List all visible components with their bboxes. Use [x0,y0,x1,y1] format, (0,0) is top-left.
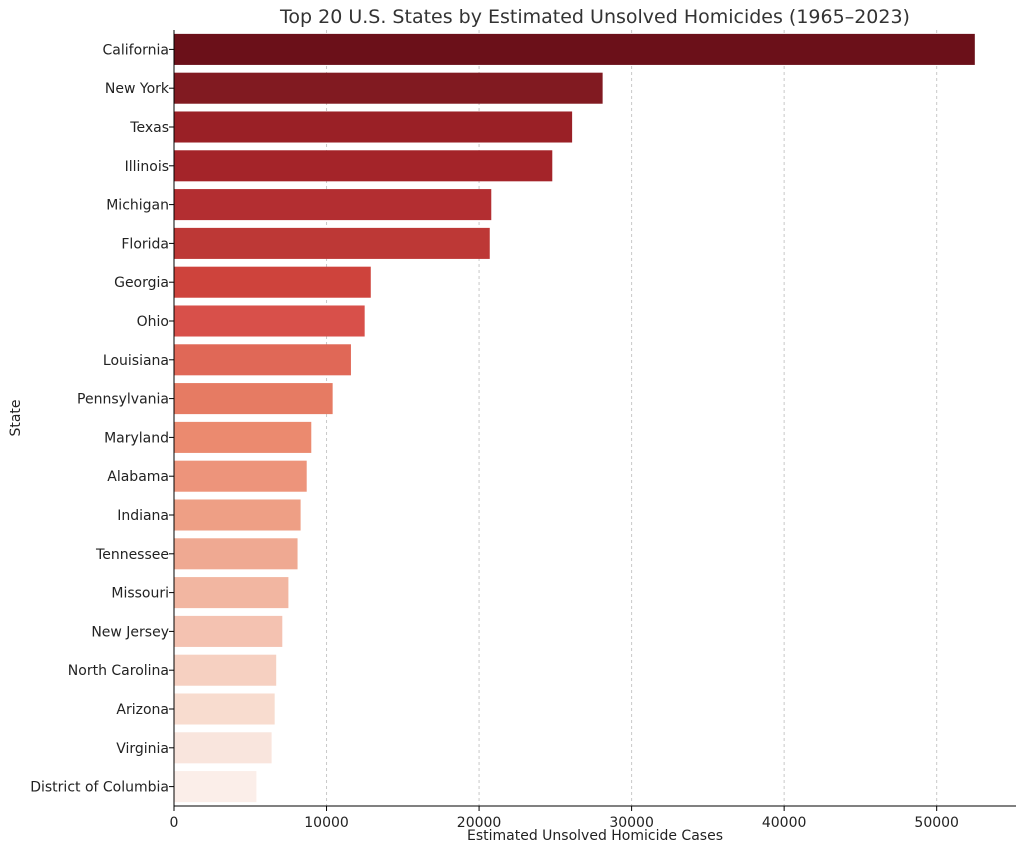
bar [174,111,573,143]
category-label: Ohio [137,314,169,330]
bar [174,150,553,182]
category-label: Missouri [111,586,169,602]
bar [174,654,277,686]
bar [174,305,365,337]
bar [174,538,298,570]
category-label: California [103,42,169,58]
category-label: New Jersey [91,624,169,640]
category-label: Georgia [114,275,169,291]
bar [174,344,351,376]
category-label: Louisiana [103,353,169,369]
category-label: Arizona [116,702,169,718]
x-axis-ticks: 0 10000 20000 30000 40000 50000 [170,806,959,831]
category-label: New York [105,81,170,97]
category-label: Pennsylvania [77,392,169,408]
x-tick-label: 10000 [304,815,349,831]
x-tick-label: 50000 [914,815,959,831]
bar [174,266,371,298]
x-tick-label: 40000 [762,815,807,831]
bar [174,615,283,647]
category-label: Indiana [117,508,169,524]
category-labels: California New York Texas Illinois Michigan F… [30,42,174,796]
x-tick-label: 20000 [457,815,502,831]
category-label: Alabama [107,469,169,485]
bar [174,693,275,725]
bar [174,499,301,531]
x-axis-label: Estimated Unsolved Homicide Cases [467,828,723,844]
bar [174,33,975,65]
bar [174,189,492,221]
bars [174,33,975,803]
category-label: Texas [129,120,169,136]
category-label: Illinois [125,159,169,175]
category-label: Virginia [116,741,169,757]
y-axis-label: State [8,399,24,436]
bar [174,383,333,415]
bar [174,732,272,764]
x-tick-label: 0 [170,815,179,831]
bar [174,421,312,453]
bar [174,771,257,803]
gridlines [326,30,938,806]
category-label: District of Columbia [30,780,169,796]
bar [174,227,490,259]
category-label: Maryland [104,430,169,446]
bar [174,577,289,609]
x-tick-label: 30000 [609,815,654,831]
category-label: North Carolina [68,663,169,679]
category-label: Florida [121,236,169,252]
chart-title: Top 20 U.S. States by Estimated Unsolved… [279,6,910,28]
bar [174,72,603,104]
bar [174,460,307,492]
category-label: Michigan [106,198,169,214]
category-label: Tennessee [95,547,169,563]
